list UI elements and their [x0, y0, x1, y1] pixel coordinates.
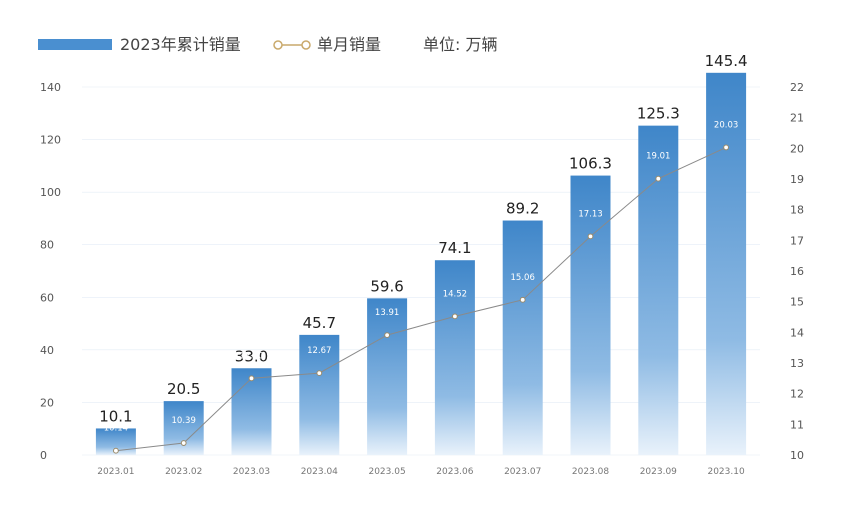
bars-layer: 10.1 20.5 33.0 45.7 59.6 74.1 89.2 106.3 125.3 14…: [95, 52, 748, 455]
left-y-axis: 0 20 40 60 80 100 120 140: [40, 81, 61, 462]
bar: [367, 298, 408, 455]
line-point: [519, 296, 526, 303]
right-axis-tick-label: 13: [790, 357, 804, 370]
line-value-label: 19.01: [646, 152, 670, 162]
bar-value-label: 89.2: [506, 200, 539, 218]
bar-value-label: 125.3: [637, 105, 680, 123]
legend-bar-swatch: [38, 39, 112, 50]
right-axis-tick-label: 15: [790, 296, 804, 309]
line-point: [113, 447, 119, 454]
bar-value-label: 106.3: [569, 155, 612, 173]
line-point: [723, 144, 729, 151]
legend: 2023年累计销量 单月销量 单位: 万辆: [38, 35, 497, 54]
line-value-label: 10.14: [104, 424, 128, 434]
x-axis-tick-label: 2023.04: [301, 467, 338, 477]
left-axis-tick-label: 60: [40, 291, 54, 304]
line-value-label: 15.06: [511, 273, 535, 283]
line-value-label: 12.67: [307, 346, 331, 356]
right-axis-tick-label: 19: [790, 173, 804, 186]
legend-line-label: 单月销量: [317, 35, 381, 54]
bar-value-label: 33.0: [235, 347, 268, 365]
line-point: [587, 233, 594, 240]
x-axis: 2023.01 2023.02 2023.03 2023.04 2023.05 2023.…: [97, 467, 745, 477]
x-axis-tick-label: 2023.03: [233, 467, 270, 477]
legend-line-swatch: [273, 40, 311, 50]
x-axis-tick-label: 2023.07: [504, 467, 541, 477]
bar-value-label: 45.7: [303, 314, 336, 332]
left-axis-tick-label: 40: [40, 344, 54, 357]
line-value-label: 20.03: [714, 120, 738, 130]
bar: [163, 401, 204, 455]
x-axis-tick-label: 2023.05: [368, 467, 405, 477]
x-axis-tick-label: 2023.09: [640, 467, 677, 477]
legend-bar-label: 2023年累计销量: [120, 35, 241, 54]
bar: [706, 72, 747, 455]
line-point: [180, 440, 187, 446]
x-axis-tick-label: 2023.06: [436, 467, 473, 477]
line-value-label: 13.91: [375, 308, 399, 318]
right-axis-tick-label: 16: [790, 265, 804, 278]
left-axis-tick-label: 20: [40, 396, 54, 409]
bar-value-label: 74.1: [438, 239, 471, 257]
left-axis-tick-label: 0: [40, 449, 47, 462]
unit-label: 单位: 万辆: [423, 35, 497, 54]
right-axis-tick-label: 20: [790, 142, 804, 155]
line-value-label: 17.13: [578, 209, 602, 219]
right-axis-tick-label: 22: [790, 81, 804, 94]
x-axis-tick-label: 2023.02: [165, 467, 202, 477]
bar-value-label: 20.5: [167, 380, 200, 398]
bar: [570, 175, 611, 455]
right-axis-tick-label: 21: [790, 112, 804, 125]
bar: [231, 368, 272, 455]
x-axis-tick-label: 2023.08: [572, 467, 609, 477]
left-axis-tick-label: 120: [40, 134, 61, 147]
monthly-sales-line: [115, 146, 727, 452]
line-point: [384, 332, 391, 338]
x-axis-tick-label: 2023.10: [707, 467, 744, 477]
line-value-label: 14.52: [443, 289, 467, 299]
line-layer: 10.14 10.39 12.50 12.67 13.91 14.52 15.06 17.13…: [104, 120, 738, 454]
right-axis-tick-label: 14: [790, 326, 804, 339]
bar-value-label: 59.6: [370, 277, 403, 295]
right-axis-tick-label: 18: [790, 204, 804, 217]
bar: [299, 334, 340, 455]
bar: [638, 125, 679, 455]
line-point: [316, 370, 323, 377]
right-y-axis: 10 11 12 13 14 15 16 17 18 19 20 21 22: [790, 81, 804, 462]
bar-value-label: 145.4: [705, 52, 748, 70]
bar: [434, 260, 475, 455]
left-axis-tick-label: 80: [40, 239, 54, 252]
right-axis-tick-label: 17: [790, 234, 804, 247]
line-point: [452, 313, 458, 320]
right-axis-tick-label: 12: [790, 388, 804, 401]
line-value-label: 10.39: [172, 416, 196, 426]
line-value-label: 12.50: [239, 351, 263, 361]
bar-value-label: 10.1: [99, 407, 132, 425]
x-axis-tick-label: 2023.01: [97, 467, 134, 477]
line-point: [655, 175, 662, 182]
right-axis-tick-label: 11: [790, 418, 804, 431]
bar: [502, 220, 543, 455]
right-axis-tick-label: 10: [790, 449, 804, 462]
line-point: [248, 375, 255, 382]
left-axis-tick-label: 100: [40, 186, 61, 199]
left-axis-tick-label: 140: [40, 81, 61, 94]
